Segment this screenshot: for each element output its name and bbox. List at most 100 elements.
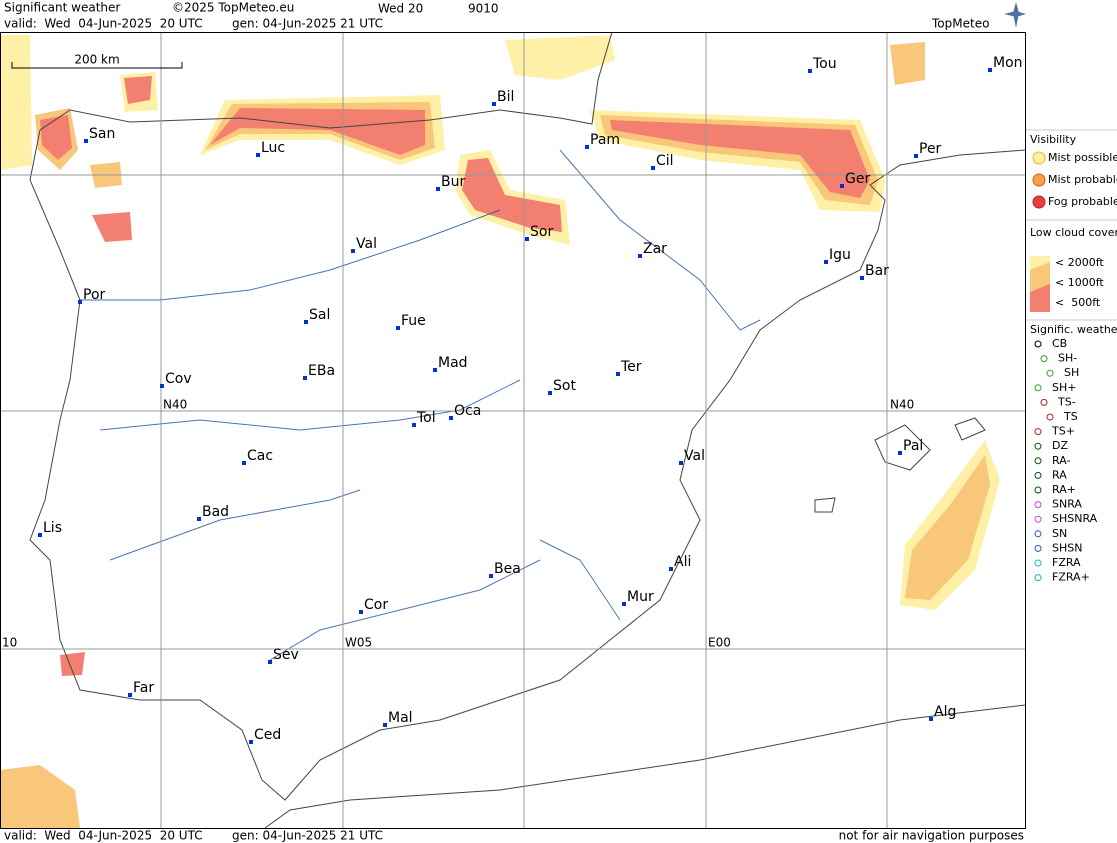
city-marker bbox=[548, 391, 552, 395]
legend-item: Mist probable bbox=[1048, 173, 1117, 186]
legend-item: SH- bbox=[1058, 352, 1077, 365]
city-marker bbox=[679, 461, 683, 465]
legend-item: TS- bbox=[1057, 395, 1076, 408]
cities: San Luc Bil Pam Cil Tou Mon Per Ger Bur Sor Zar Val I… bbox=[38, 55, 1023, 744]
legend-symbol bbox=[1032, 195, 1046, 209]
city-label: Bur bbox=[441, 174, 465, 190]
city-label: Mad bbox=[438, 355, 468, 371]
legend-item: RA bbox=[1052, 468, 1067, 481]
city-label: Cac bbox=[247, 448, 273, 464]
scale-label: 200 km bbox=[74, 53, 119, 67]
city-label: Sal bbox=[309, 307, 330, 323]
grid-label: E00 bbox=[708, 636, 731, 650]
city-label: Zar bbox=[643, 241, 667, 257]
city-marker bbox=[84, 139, 88, 143]
city-label: Mon bbox=[993, 55, 1023, 71]
city-label: Ced bbox=[254, 727, 281, 743]
legend-symbol bbox=[1034, 515, 1042, 523]
city-marker bbox=[351, 249, 355, 253]
city-marker bbox=[436, 187, 440, 191]
valid: valid: Wed 04-Jun-2025 20 UTC bbox=[4, 17, 203, 31]
city-marker bbox=[622, 602, 626, 606]
city-label: Ali bbox=[674, 554, 691, 570]
city-label: Sev bbox=[273, 647, 299, 663]
legend-title: Low cloud cover probable bbox=[1030, 226, 1117, 239]
city-label: Alg bbox=[934, 704, 956, 720]
city-marker bbox=[160, 384, 164, 388]
city-label: Bar bbox=[865, 263, 889, 279]
city-label: Igu bbox=[829, 247, 851, 263]
city-marker bbox=[616, 372, 620, 376]
legend-symbol bbox=[1034, 544, 1042, 552]
city-marker bbox=[304, 320, 308, 324]
city-marker bbox=[489, 574, 493, 578]
legend-item: FZRA bbox=[1052, 556, 1081, 569]
city-marker bbox=[242, 461, 246, 465]
city-label: Cov bbox=[165, 371, 192, 387]
legend-item: TS+ bbox=[1051, 425, 1075, 438]
city-marker bbox=[256, 153, 260, 157]
legend-item: < 2000ft bbox=[1055, 256, 1104, 269]
city-label: Val bbox=[684, 448, 705, 464]
city-label: Pam bbox=[590, 132, 620, 148]
grid-label: 10 bbox=[2, 636, 17, 650]
legend-item: RA- bbox=[1052, 454, 1070, 467]
city-marker bbox=[78, 300, 82, 304]
legend-symbol bbox=[1034, 501, 1042, 509]
legend-item: SN bbox=[1052, 527, 1067, 540]
generated: gen: 04-Jun-2025 21 UTC bbox=[232, 17, 383, 31]
city-label: Bil bbox=[497, 89, 514, 105]
legend-item: SHSN bbox=[1052, 541, 1082, 554]
city-label: Sor bbox=[530, 224, 553, 240]
city-marker bbox=[449, 416, 453, 420]
legend-symbol bbox=[1034, 340, 1042, 348]
legend-item: Fog probable bbox=[1048, 195, 1117, 208]
logo-icon bbox=[1004, 2, 1026, 28]
legend-item: FZRA+ bbox=[1052, 571, 1090, 584]
city-marker bbox=[396, 326, 400, 330]
city-marker bbox=[249, 740, 253, 744]
city-marker bbox=[38, 533, 42, 537]
legend-symbol bbox=[1046, 413, 1054, 421]
city-label: Por bbox=[83, 287, 106, 303]
legend-symbol bbox=[1034, 384, 1042, 392]
legend-symbol bbox=[1034, 457, 1042, 465]
city-label: Mal bbox=[388, 710, 413, 726]
disclaimer: not for air navigation purposes bbox=[839, 829, 1024, 843]
city-marker bbox=[898, 451, 902, 455]
city-label: Sot bbox=[553, 378, 576, 394]
city-marker bbox=[268, 660, 272, 664]
city-marker bbox=[929, 717, 933, 721]
city-label: EBa bbox=[308, 363, 335, 379]
city-label: Val bbox=[356, 236, 377, 252]
legend-item: SHSNRA bbox=[1052, 512, 1098, 525]
logo: TopMeteo bbox=[931, 17, 989, 31]
legend-item: SH bbox=[1064, 366, 1079, 379]
city-marker bbox=[824, 260, 828, 264]
legend: Visibility Low cloud cover probable Sign… bbox=[1026, 129, 1117, 584]
city-marker bbox=[669, 567, 673, 571]
city-label: Per bbox=[919, 141, 942, 157]
grid-label: N40 bbox=[890, 398, 914, 412]
footer-generated: gen: 04-Jun-2025 21 UTC bbox=[232, 829, 383, 843]
city-marker bbox=[197, 517, 201, 521]
grid-label: N40 bbox=[163, 398, 187, 412]
legend-symbol bbox=[1040, 355, 1048, 363]
city-marker bbox=[808, 69, 812, 73]
legend-title: Visibility bbox=[1030, 133, 1077, 146]
city-label: San bbox=[89, 126, 115, 142]
legend-item: Mist possible bbox=[1048, 151, 1117, 164]
city-marker bbox=[359, 610, 363, 614]
cloud-patches bbox=[0, 35, 1000, 828]
legend-item: < 1000ft bbox=[1055, 276, 1104, 289]
city-label: Pal bbox=[903, 438, 923, 454]
run: Wed 20 bbox=[378, 2, 423, 16]
city-label: Far bbox=[133, 680, 154, 696]
city-label: Tol bbox=[416, 410, 436, 426]
city-label: Tou bbox=[812, 56, 837, 72]
legend-symbol bbox=[1032, 151, 1046, 165]
legend-symbol bbox=[1034, 559, 1042, 567]
city-label: Bad bbox=[202, 504, 229, 520]
legend-item: SH+ bbox=[1052, 381, 1076, 394]
